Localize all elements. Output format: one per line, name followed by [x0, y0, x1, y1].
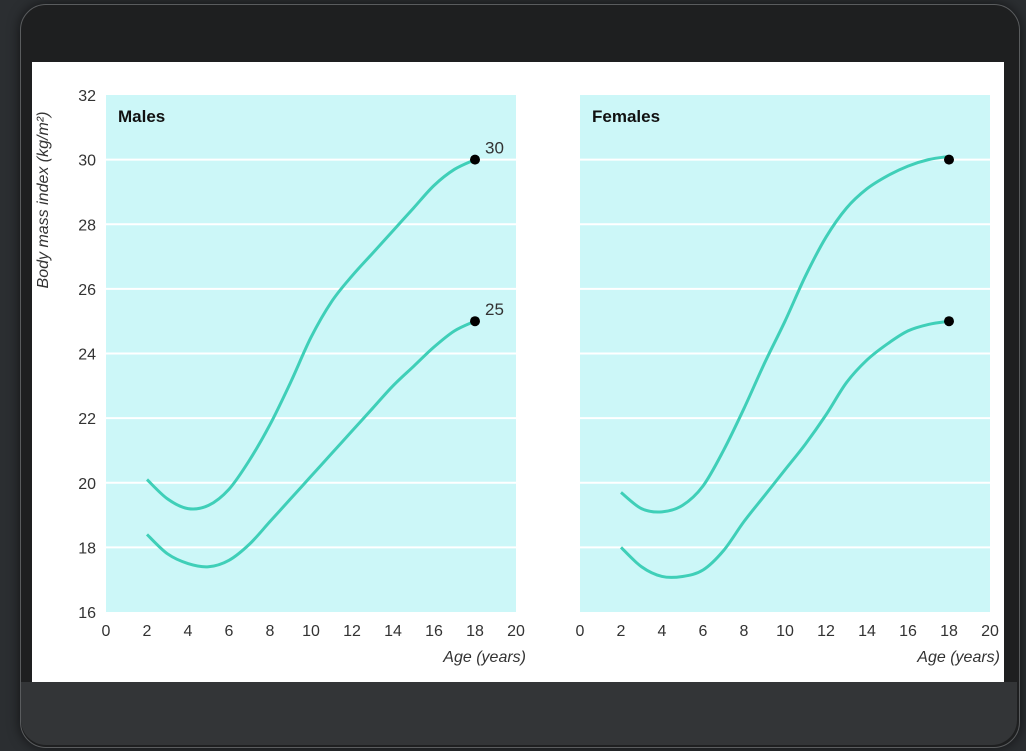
females-panel: Females 0 2 4 6 8 10 12 14 16 18 20 Age (years) [576, 95, 1000, 666]
y-tick-label: 28 [78, 217, 96, 234]
end-point-marker [470, 154, 480, 165]
series-line-1 [620, 154, 950, 514]
x-tick-label: 2 [617, 623, 626, 640]
x-tick-label: 16 [425, 623, 443, 640]
x-tick-label: 0 [576, 623, 585, 640]
end-point-marker [470, 316, 480, 327]
x-tick-label: 4 [184, 623, 193, 640]
y-tick-label: 18 [78, 540, 96, 557]
x-tick-label: 8 [740, 623, 749, 640]
y-tick-label: 20 [78, 476, 96, 493]
x-tick-label: 6 [699, 623, 708, 640]
x-tick-label: 18 [940, 623, 958, 640]
x-tick-label: 20 [981, 623, 999, 640]
x-tick-label: 6 [225, 623, 234, 640]
panel-title: Males [118, 107, 165, 126]
x-tick-label: 14 [384, 623, 402, 640]
x-axis-label: Age (years) [916, 649, 1000, 666]
x-tick-label: 20 [507, 623, 525, 640]
y-tick-label: 22 [78, 411, 96, 428]
y-tick-label: 30 [78, 153, 96, 170]
x-tick-label: 0 [102, 623, 111, 640]
series-line-1 [145, 158, 476, 511]
end-point-marker [944, 154, 954, 165]
x-tick-label: 12 [343, 623, 361, 640]
x-tick-label: 10 [776, 623, 794, 640]
series-line-2 [619, 319, 950, 579]
panel-title: Females [592, 107, 660, 126]
x-tick-label: 4 [658, 623, 667, 640]
x-tick-label: 18 [466, 623, 484, 640]
x-tick-label: 2 [143, 623, 152, 640]
y-axis-label: Body mass index (kg/m²) [35, 112, 52, 289]
x-axis-label: Age (years) [442, 649, 526, 666]
x-tick-label: 12 [817, 623, 835, 640]
y-tick-label: 26 [78, 282, 96, 299]
series-line-2 [145, 319, 476, 569]
y-tick-label: 32 [78, 88, 96, 105]
bottom-bar [21, 682, 1017, 745]
x-tick-label: 10 [302, 623, 320, 640]
x-tick-label: 8 [266, 623, 275, 640]
data-label: 30 [485, 139, 504, 158]
y-tick-label: 24 [78, 347, 96, 364]
data-label: 25 [485, 300, 504, 319]
y-tick-label: 16 [78, 605, 96, 622]
figure-area: Males 0 2 4 6 8 10 12 14 16 18 20 Age (years) 16 18 20 2… [32, 62, 1004, 682]
end-point-marker [944, 316, 954, 327]
x-tick-label: 14 [858, 623, 876, 640]
x-tick-label: 16 [899, 623, 917, 640]
